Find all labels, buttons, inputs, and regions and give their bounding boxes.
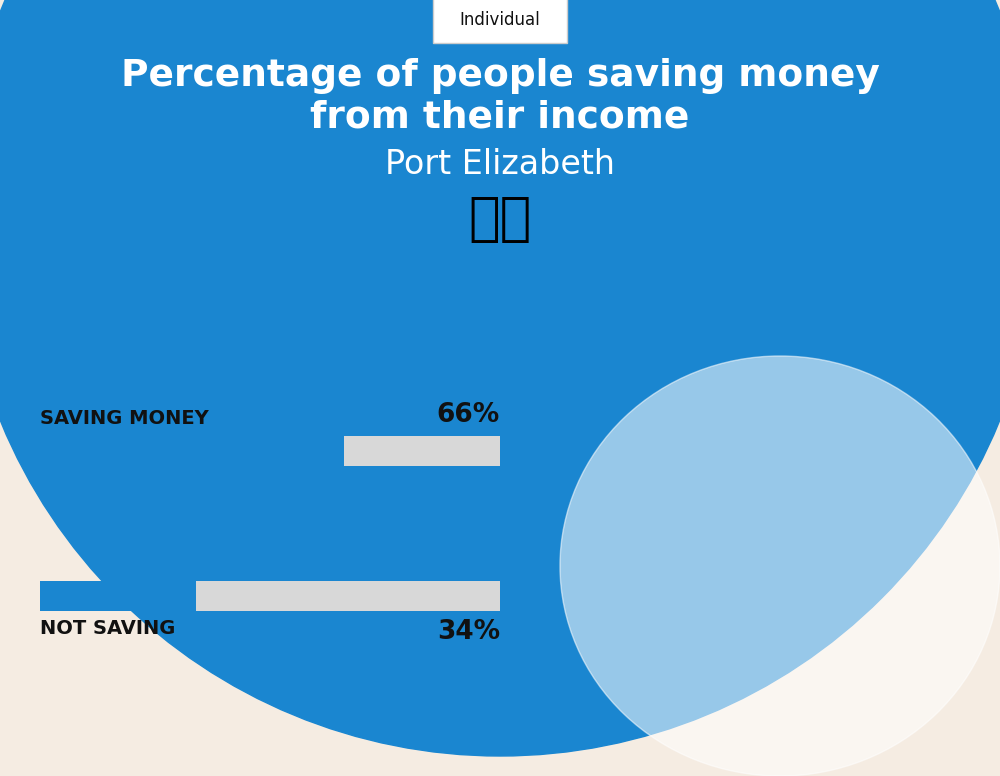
Text: Port Elizabeth: Port Elizabeth [385,147,615,181]
FancyBboxPatch shape [433,0,567,43]
Bar [40,581,500,611]
Text: 66%: 66% [437,402,500,428]
Text: from their income: from their income [310,100,690,136]
Text: Percentage of people saving money: Percentage of people saving money [121,58,879,94]
Bar [40,436,344,466]
Text: 🇿🇦: 🇿🇦 [468,193,532,245]
Bar [40,436,500,466]
Bar [40,581,196,611]
Text: SAVING MONEY: SAVING MONEY [40,409,209,428]
Circle shape [0,0,1000,756]
Text: Individual: Individual [460,11,540,29]
Text: 34%: 34% [437,619,500,645]
Text: NOT SAVING: NOT SAVING [40,619,175,638]
Ellipse shape [560,356,1000,776]
